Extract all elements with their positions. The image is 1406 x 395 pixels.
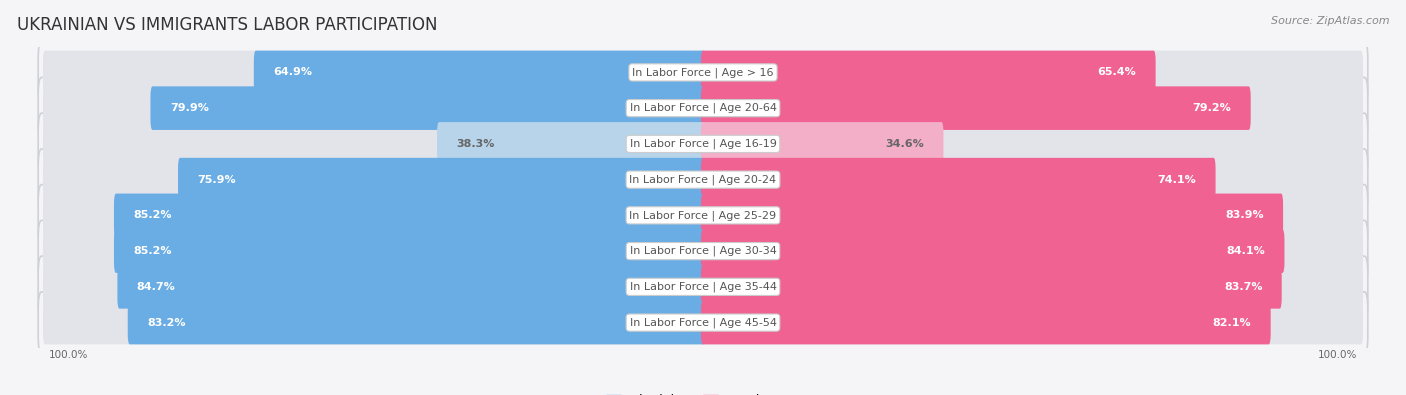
Text: Source: ZipAtlas.com: Source: ZipAtlas.com [1271, 16, 1389, 26]
Legend: Ukrainian, Immigrants: Ukrainian, Immigrants [606, 394, 800, 395]
Text: In Labor Force | Age 16-19: In Labor Force | Age 16-19 [630, 139, 776, 149]
FancyBboxPatch shape [38, 256, 1368, 318]
FancyBboxPatch shape [38, 42, 1368, 103]
FancyBboxPatch shape [44, 265, 704, 308]
FancyBboxPatch shape [44, 158, 704, 201]
Text: In Labor Force | Age 35-44: In Labor Force | Age 35-44 [630, 282, 776, 292]
FancyBboxPatch shape [437, 122, 704, 166]
Text: 34.6%: 34.6% [886, 139, 924, 149]
FancyBboxPatch shape [128, 301, 704, 344]
FancyBboxPatch shape [702, 87, 1362, 130]
Text: 79.2%: 79.2% [1192, 103, 1232, 113]
Text: 100.0%: 100.0% [48, 350, 89, 361]
FancyBboxPatch shape [702, 229, 1362, 273]
FancyBboxPatch shape [44, 229, 704, 273]
Text: In Labor Force | Age 30-34: In Labor Force | Age 30-34 [630, 246, 776, 256]
FancyBboxPatch shape [702, 158, 1216, 201]
FancyBboxPatch shape [702, 265, 1282, 308]
Text: UKRAINIAN VS IMMIGRANTS LABOR PARTICIPATION: UKRAINIAN VS IMMIGRANTS LABOR PARTICIPAT… [17, 16, 437, 34]
FancyBboxPatch shape [702, 194, 1362, 237]
FancyBboxPatch shape [38, 77, 1368, 139]
FancyBboxPatch shape [179, 158, 704, 201]
Text: 100.0%: 100.0% [1317, 350, 1358, 361]
Text: 82.1%: 82.1% [1213, 318, 1251, 327]
Text: 79.9%: 79.9% [170, 103, 208, 113]
FancyBboxPatch shape [702, 194, 1284, 237]
FancyBboxPatch shape [702, 51, 1362, 94]
Text: 83.9%: 83.9% [1225, 211, 1264, 220]
Text: 85.2%: 85.2% [134, 246, 172, 256]
Text: 74.1%: 74.1% [1157, 175, 1197, 184]
Text: 85.2%: 85.2% [134, 211, 172, 220]
FancyBboxPatch shape [38, 149, 1368, 211]
FancyBboxPatch shape [150, 87, 704, 130]
FancyBboxPatch shape [114, 229, 704, 273]
Text: 64.9%: 64.9% [273, 68, 312, 77]
FancyBboxPatch shape [702, 122, 1362, 166]
Text: 84.7%: 84.7% [136, 282, 176, 292]
FancyBboxPatch shape [44, 122, 704, 166]
FancyBboxPatch shape [702, 51, 1156, 94]
FancyBboxPatch shape [44, 194, 704, 237]
FancyBboxPatch shape [702, 158, 1362, 201]
FancyBboxPatch shape [702, 87, 1251, 130]
Text: 83.2%: 83.2% [148, 318, 186, 327]
FancyBboxPatch shape [38, 220, 1368, 282]
Text: 75.9%: 75.9% [197, 175, 236, 184]
FancyBboxPatch shape [114, 194, 704, 237]
FancyBboxPatch shape [702, 265, 1362, 308]
FancyBboxPatch shape [702, 301, 1362, 344]
Text: In Labor Force | Age > 16: In Labor Force | Age > 16 [633, 67, 773, 78]
FancyBboxPatch shape [254, 51, 704, 94]
Text: In Labor Force | Age 25-29: In Labor Force | Age 25-29 [630, 210, 776, 221]
FancyBboxPatch shape [118, 265, 704, 308]
Text: 83.7%: 83.7% [1223, 282, 1263, 292]
FancyBboxPatch shape [702, 301, 1271, 344]
Text: In Labor Force | Age 20-64: In Labor Force | Age 20-64 [630, 103, 776, 113]
FancyBboxPatch shape [44, 301, 704, 344]
Text: 65.4%: 65.4% [1098, 68, 1136, 77]
FancyBboxPatch shape [38, 113, 1368, 175]
Text: 38.3%: 38.3% [457, 139, 495, 149]
Text: In Labor Force | Age 20-24: In Labor Force | Age 20-24 [630, 174, 776, 185]
FancyBboxPatch shape [38, 292, 1368, 353]
FancyBboxPatch shape [702, 229, 1285, 273]
FancyBboxPatch shape [38, 184, 1368, 246]
Text: In Labor Force | Age 45-54: In Labor Force | Age 45-54 [630, 317, 776, 328]
FancyBboxPatch shape [44, 51, 704, 94]
Text: 84.1%: 84.1% [1226, 246, 1265, 256]
FancyBboxPatch shape [44, 87, 704, 130]
FancyBboxPatch shape [702, 122, 943, 166]
